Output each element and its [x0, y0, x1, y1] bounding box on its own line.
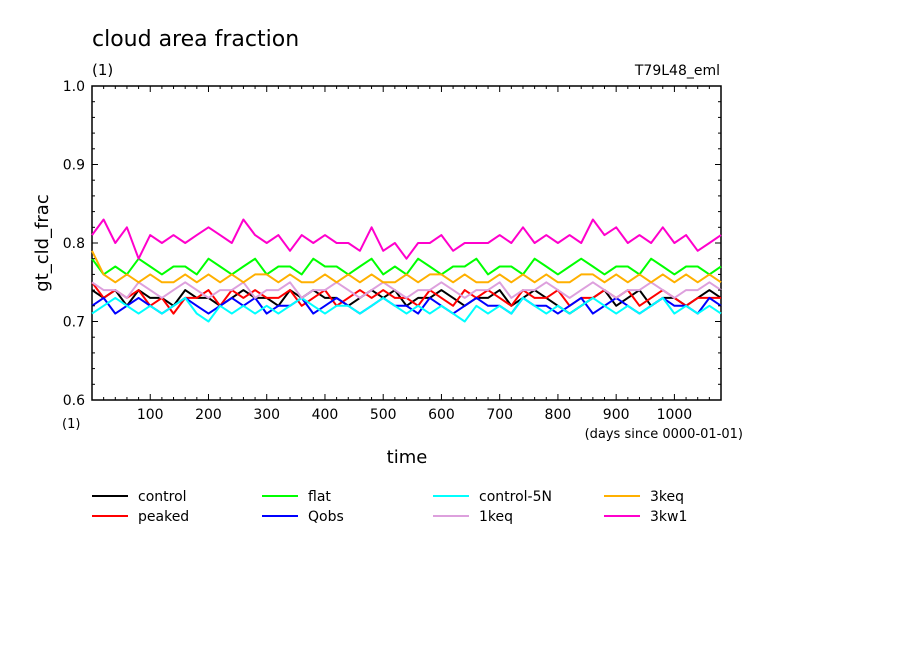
y-axis-label: gt_cld_frac: [32, 194, 53, 291]
x-unit-label: (days since 0000-01-01): [585, 427, 743, 442]
x-tick-label: 600: [428, 407, 455, 423]
series-line-7: [91, 218, 722, 260]
y-tick-labels: 0.6 0.7 0.8 0.9 1.0: [63, 79, 85, 409]
y-tick-label: 0.9: [63, 158, 85, 174]
legend-label: control: [138, 489, 187, 505]
x-tick-label: 1000: [657, 407, 693, 423]
legend-label: Qobs: [308, 509, 344, 525]
legend-label: peaked: [138, 509, 189, 525]
x-tick-label: 200: [195, 407, 222, 423]
x-tick-label: 800: [545, 407, 572, 423]
legend: control peaked flat Qobs control-5N 1keq 3keq 3…: [92, 489, 687, 525]
series-layer: [91, 218, 722, 323]
legend-label: 1keq: [479, 509, 513, 525]
x-tick-label: 700: [486, 407, 513, 423]
x-tick-label: 300: [253, 407, 280, 423]
x-tick-label: 400: [312, 407, 339, 423]
x-tick-label: 500: [370, 407, 397, 423]
legend-label: flat: [308, 489, 331, 505]
series-line-4: [91, 296, 722, 323]
chart-title: cloud area fraction: [92, 27, 299, 52]
x-tick-label: 100: [137, 407, 164, 423]
chart-subtitle: (1): [92, 61, 113, 79]
y-tick-label: 0.6: [63, 393, 85, 409]
y-tick-label: 0.7: [63, 315, 85, 331]
series-line-6: [91, 250, 722, 284]
y-tick-label: 1.0: [63, 79, 85, 95]
legend-label: control-5N: [479, 489, 552, 505]
series-line-5: [91, 281, 722, 299]
y-tick-label: 0.8: [63, 236, 85, 252]
x-tick-labels: 100 200 300 400 500 600 700 800 900 1000: [137, 407, 692, 423]
legend-label: 3keq: [650, 489, 684, 505]
legend-label: 3kw1: [650, 509, 687, 525]
x-tick-label: 900: [603, 407, 630, 423]
x-axis-label: time: [387, 447, 428, 468]
experiment-label: T79L48_eml: [634, 63, 720, 79]
ticks-layer: [92, 86, 721, 400]
y-unit-label: (1): [62, 417, 80, 432]
